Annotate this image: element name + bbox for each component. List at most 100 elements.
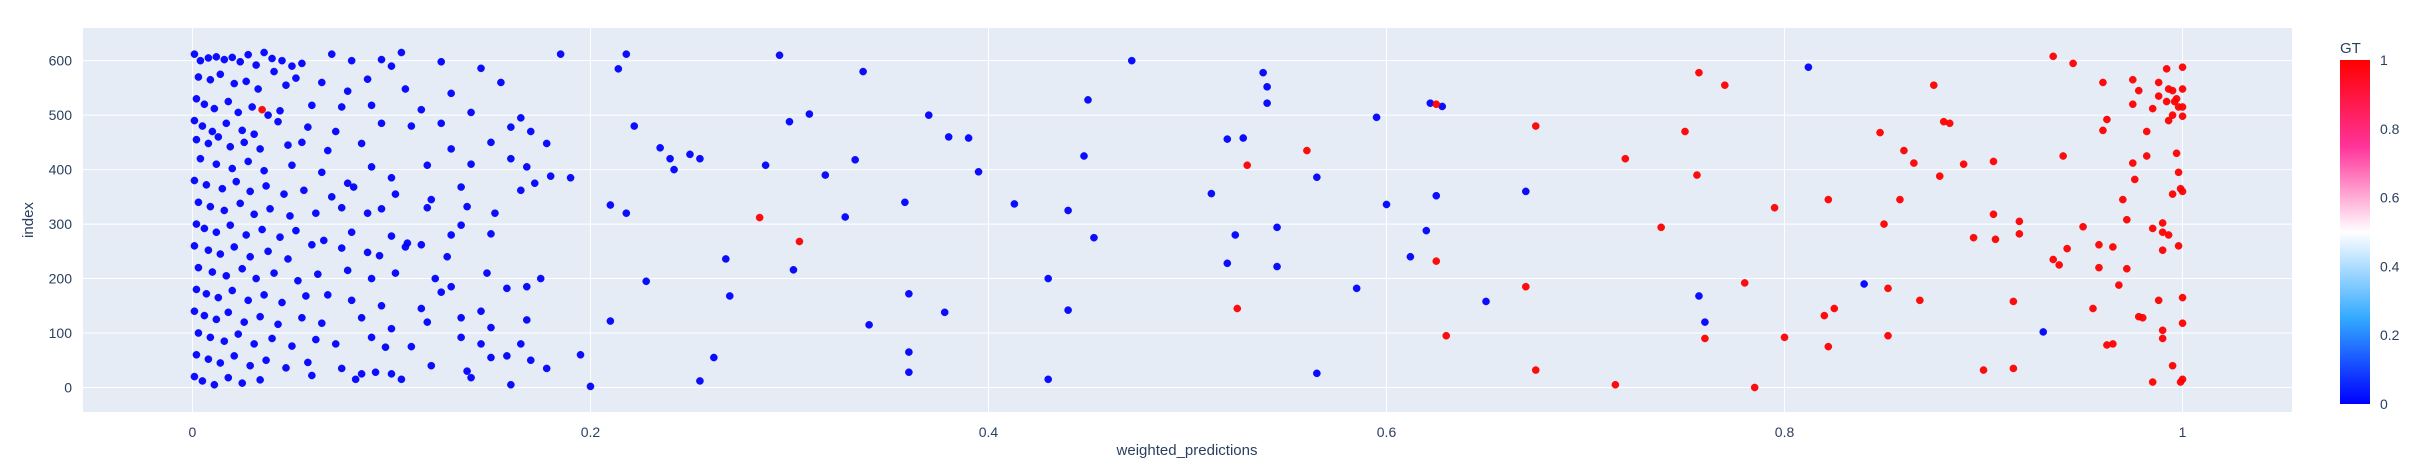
data-point (1989, 210, 1998, 219)
data-point (262, 182, 270, 190)
data-point (2079, 223, 2087, 231)
data-point (216, 359, 225, 367)
data-point (2123, 215, 2131, 224)
data-point (1621, 154, 1630, 163)
data-point (238, 126, 247, 135)
data-point (417, 240, 426, 249)
data-point (349, 183, 358, 191)
data-point (250, 130, 258, 139)
data-point (198, 122, 207, 130)
data-point (337, 103, 346, 111)
data-point (258, 225, 266, 234)
data-point (2119, 195, 2127, 204)
data-point (2158, 246, 2167, 255)
data-point (278, 56, 286, 65)
data-point (252, 61, 260, 69)
data-point (1406, 252, 1415, 261)
data-point (1959, 160, 1968, 168)
data-point (256, 376, 264, 384)
data-point (260, 166, 268, 175)
data-point (622, 50, 631, 58)
data-point (2158, 219, 2167, 227)
data-point (331, 340, 340, 348)
data-point (228, 164, 237, 173)
data-point (323, 291, 332, 299)
data-point (546, 172, 555, 180)
data-point (190, 242, 199, 250)
data-point (423, 203, 432, 212)
data-point (507, 123, 515, 131)
data-point (556, 50, 565, 58)
data-point (477, 307, 485, 316)
data-point (1880, 220, 1888, 228)
data-point (202, 290, 211, 298)
data-point (312, 335, 320, 344)
data-point (276, 106, 284, 115)
data-point (347, 296, 356, 305)
data-point (1207, 189, 1216, 198)
data-point (2154, 296, 2163, 305)
data-point (630, 122, 639, 130)
data-point (1991, 235, 2000, 244)
colorbar-title: GT (2340, 40, 2361, 57)
data-point (1989, 157, 1998, 166)
data-point (467, 160, 475, 168)
data-point (357, 139, 366, 148)
colorbar-tick-label: 0 (2380, 396, 2388, 412)
data-point (2168, 361, 2177, 370)
data-point (1701, 318, 1709, 326)
data-point (206, 202, 215, 211)
data-point (2178, 112, 2187, 121)
data-point (230, 352, 239, 360)
data-point (244, 296, 252, 305)
data-point (2049, 52, 2057, 61)
data-point (254, 85, 262, 93)
data-point (517, 114, 525, 122)
data-point (266, 205, 274, 213)
data-point (1935, 172, 1944, 180)
data-point (457, 183, 465, 191)
data-point (2148, 378, 2157, 386)
data-point (2162, 97, 2171, 106)
data-point (1945, 119, 1954, 128)
data-point (367, 333, 376, 342)
data-point (282, 81, 290, 89)
data-point (200, 311, 209, 320)
data-point (377, 119, 386, 128)
data-point (234, 108, 243, 117)
data-point (204, 355, 213, 363)
data-point (805, 110, 814, 118)
data-point (497, 78, 505, 87)
data-point (214, 293, 223, 302)
data-point (363, 75, 372, 83)
data-point (363, 209, 372, 217)
data-point (192, 220, 201, 228)
data-point (288, 161, 296, 170)
data-point (226, 142, 235, 151)
y-tick-label: 500 (49, 107, 73, 123)
data-point (2130, 175, 2139, 184)
data-point (487, 323, 495, 332)
data-point (542, 364, 551, 373)
data-point (1223, 259, 1232, 268)
data-point (294, 276, 302, 285)
data-point (789, 266, 798, 274)
data-point (1657, 223, 1665, 232)
y-tick-labels: 0 100 200 300 400 500 600 (49, 53, 73, 396)
data-point (387, 173, 396, 182)
data-point (208, 268, 217, 276)
data-point (2009, 297, 2018, 306)
data-point (576, 351, 585, 359)
data-point (686, 150, 694, 159)
data-point (2015, 230, 2024, 238)
data-point (196, 56, 205, 65)
data-point (308, 240, 316, 249)
x-tick-label: 0.2 (581, 424, 601, 440)
data-point (284, 141, 292, 149)
data-point (327, 193, 336, 201)
data-point (851, 156, 859, 164)
x-tick-label: 0.4 (979, 424, 999, 440)
data-point (1422, 226, 1431, 235)
data-point (1223, 135, 1232, 143)
data-point (447, 145, 455, 153)
